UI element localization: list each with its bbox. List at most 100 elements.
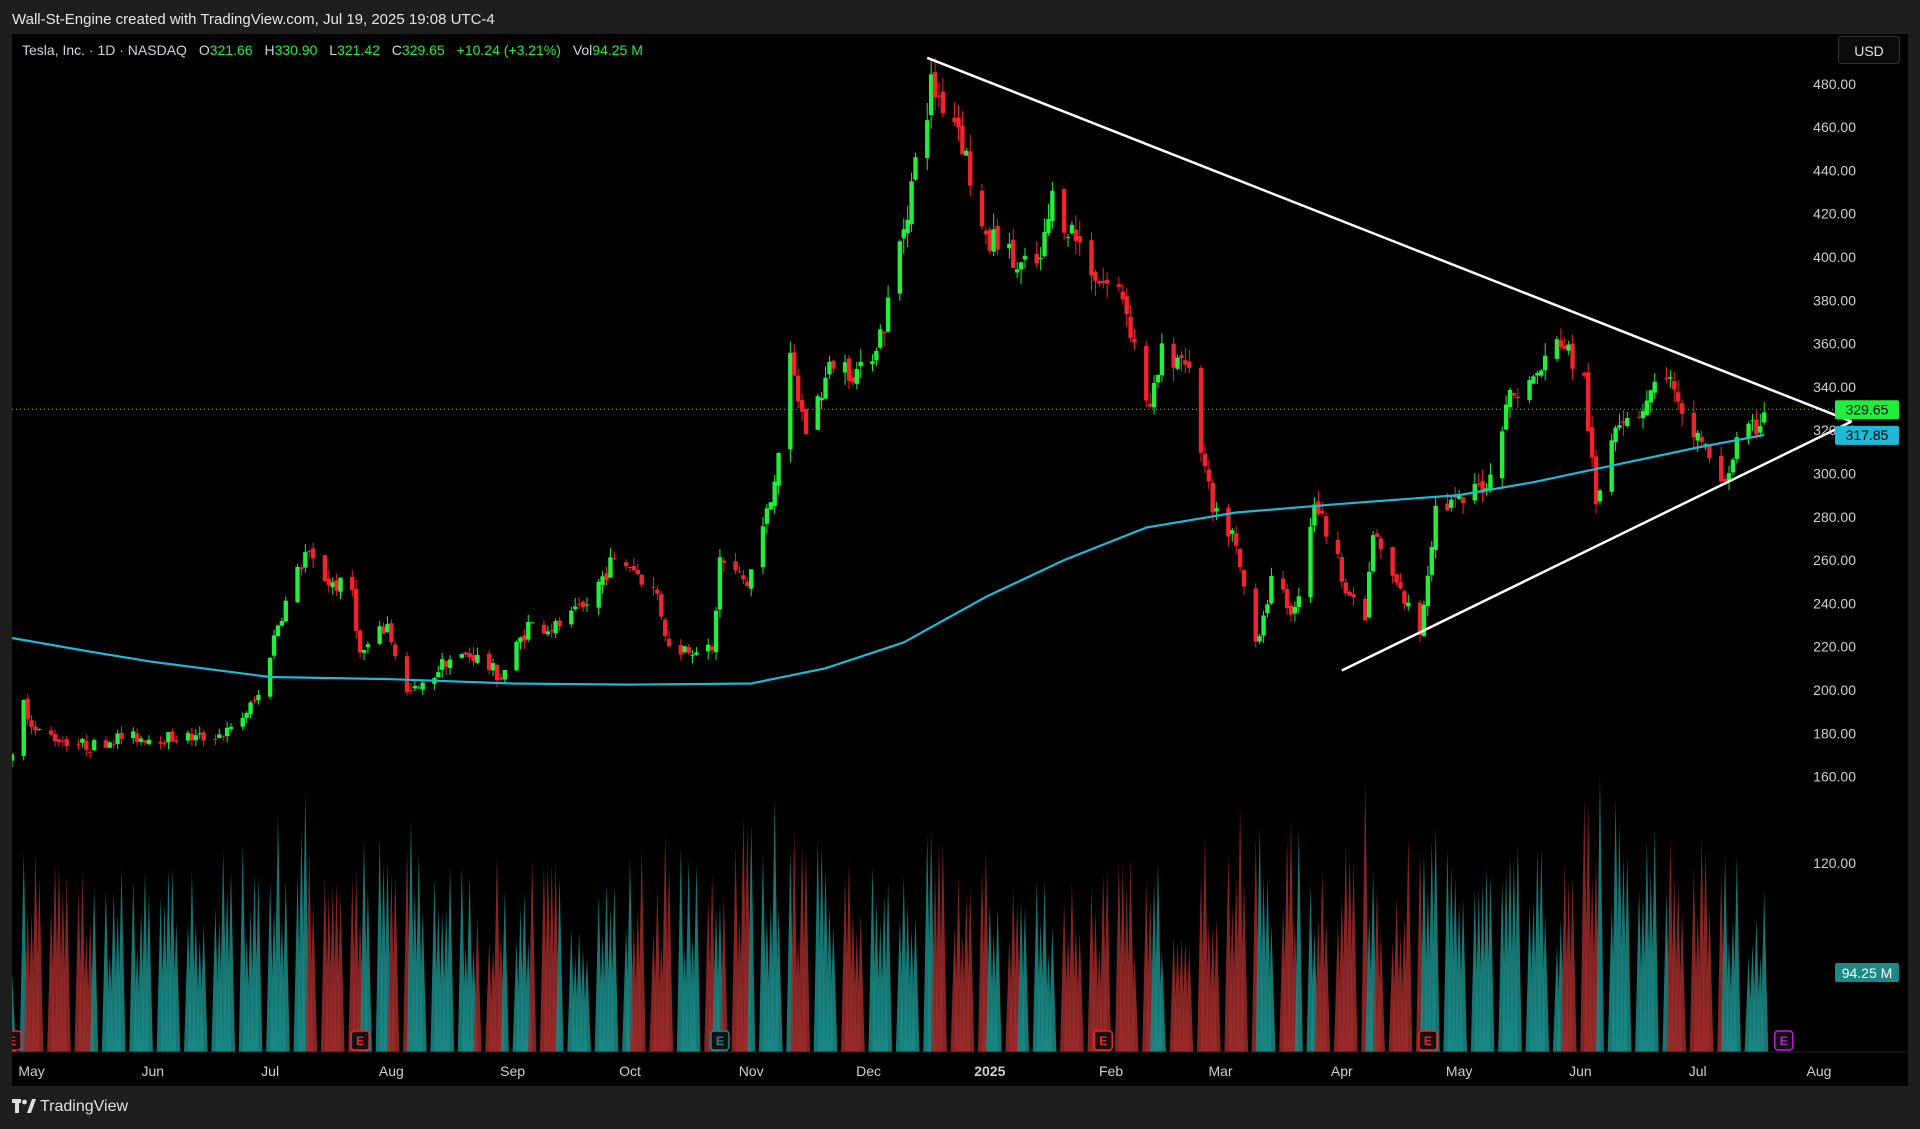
candle-body	[850, 377, 856, 383]
volume-bar	[719, 895, 728, 1052]
candle-body	[897, 241, 903, 294]
candle-body	[1515, 396, 1521, 399]
candle-body	[717, 557, 723, 610]
candle-body	[928, 74, 934, 116]
volume-bar	[1431, 826, 1440, 1052]
candle-body	[1750, 420, 1755, 422]
volume-bar	[1760, 890, 1769, 1052]
candle-body	[1018, 262, 1024, 270]
candle-body	[1445, 503, 1450, 511]
candle-body	[1159, 343, 1165, 376]
candle-body	[326, 578, 332, 586]
price-tick-label: 400.00	[1813, 249, 1856, 265]
earnings-marker	[710, 1030, 730, 1051]
candle-body	[275, 625, 281, 636]
candle-body	[1762, 412, 1767, 423]
candle-body	[322, 555, 328, 582]
candle-body	[1664, 378, 1669, 380]
candle-body	[1699, 436, 1704, 443]
candle-body	[111, 744, 116, 746]
candle-body	[1597, 490, 1603, 502]
candle-body	[1237, 548, 1243, 567]
candle-body	[1151, 382, 1157, 408]
candle-body	[885, 297, 891, 332]
candle-body	[690, 654, 695, 656]
candle-body	[713, 610, 719, 653]
currency-button[interactable]: USD	[1838, 36, 1900, 64]
candle-body	[107, 742, 112, 748]
candle-body	[1210, 482, 1215, 513]
candle-body	[33, 726, 38, 731]
volume-bar	[1678, 910, 1687, 1052]
candle-body	[600, 576, 605, 585]
time-tick-label: Jun	[1569, 1063, 1592, 1079]
candle-body	[56, 739, 62, 743]
candle-body	[1347, 591, 1352, 596]
price-tick-label: 460.00	[1813, 119, 1856, 135]
candle-body	[1570, 343, 1575, 369]
candle-body	[1320, 511, 1325, 514]
volume-bar	[363, 889, 372, 1052]
candle-body	[467, 653, 472, 658]
candle-body	[651, 586, 656, 588]
volume-bar	[418, 910, 427, 1052]
candle-body	[831, 360, 836, 369]
candle-body	[819, 397, 824, 401]
candle-body	[878, 329, 883, 348]
candle-body	[361, 649, 367, 653]
candle-body	[1378, 538, 1384, 550]
candle-body	[1613, 427, 1618, 443]
candle-body	[138, 738, 144, 742]
close-value: 329.65	[401, 42, 445, 58]
candle-body	[486, 653, 492, 671]
candle-body	[1280, 578, 1286, 590]
price-tick-label: 440.00	[1813, 162, 1856, 178]
candle-body	[228, 726, 234, 730]
candle-body	[1558, 340, 1564, 348]
candle-body	[131, 731, 136, 739]
candle-body	[1014, 269, 1020, 273]
volume-bar	[1267, 924, 1276, 1052]
candle-body	[776, 452, 781, 486]
candle-body	[357, 630, 363, 653]
candle-body	[1097, 280, 1102, 284]
candle-body	[1527, 380, 1532, 401]
candle-body	[1406, 602, 1411, 607]
volume-bar	[1157, 950, 1166, 1052]
candle-body	[471, 655, 476, 661]
candle-body	[604, 573, 609, 581]
volume-bar	[172, 920, 181, 1052]
earnings-marker-label: E	[12, 1034, 16, 1048]
candle-body	[764, 508, 770, 524]
volume-bar	[144, 893, 153, 1052]
candle-body	[709, 646, 715, 651]
candle-body	[576, 603, 582, 605]
earnings-marker-label: E	[356, 1034, 364, 1048]
candle-body	[1582, 372, 1587, 376]
candle-body	[1046, 219, 1051, 234]
candle-body	[635, 569, 640, 575]
chart-area[interactable]: 120.00 160.00 180.00 200.00 220.00 240.00 260.…	[12, 34, 1908, 1086]
candle-body	[940, 91, 946, 114]
volume-tag-bg	[1835, 963, 1899, 982]
price-tick-label: 200.00	[1813, 682, 1856, 698]
candle-body	[52, 733, 58, 742]
volume-bar	[90, 886, 99, 1052]
candle-body	[84, 740, 89, 750]
candle-body	[686, 647, 691, 653]
candle-body	[788, 352, 793, 450]
candle-body	[846, 358, 852, 382]
candle-body	[256, 694, 261, 701]
candle-body	[1339, 556, 1345, 582]
candle-body	[1093, 271, 1098, 281]
candle-body	[1034, 253, 1039, 264]
candle-body	[881, 331, 887, 334]
candle-body	[803, 408, 809, 435]
volume-bar	[1486, 873, 1495, 1052]
candle-body	[1292, 606, 1298, 614]
candle-body	[1269, 575, 1274, 604]
candle-body	[1234, 533, 1239, 546]
symbol-legend: Tesla, Inc. · 1D · NASDAQ O321.66 H330.9…	[22, 42, 643, 58]
candle-body	[979, 190, 985, 227]
price-chart[interactable]: 120.00 160.00 180.00 200.00 220.00 240.00 260.…	[12, 34, 1908, 1086]
